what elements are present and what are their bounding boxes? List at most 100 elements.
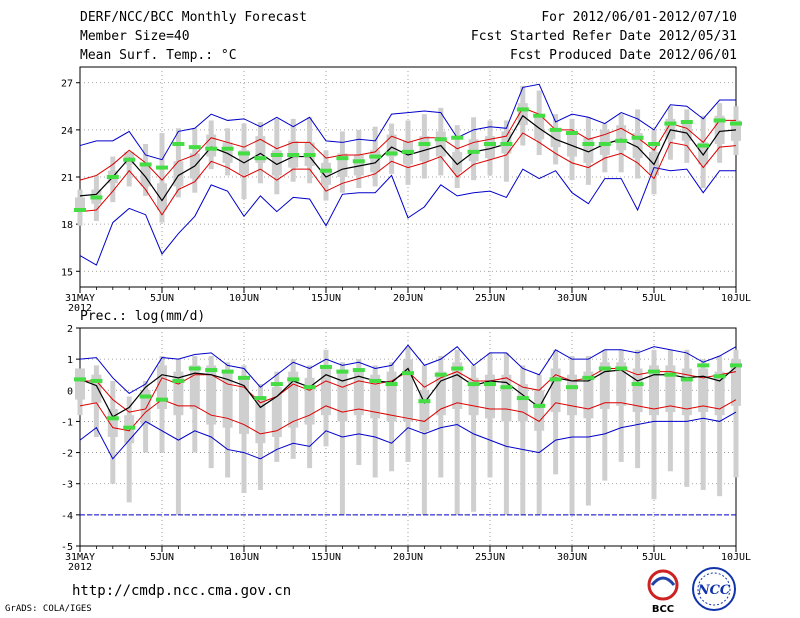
temp-box (75, 197, 85, 209)
prec-box (206, 365, 217, 425)
temp-climatology-marker (352, 159, 365, 164)
prec-xtick-label: 10JUL (721, 552, 751, 563)
temp-climatology-marker (303, 153, 316, 157)
prec-whisker (520, 365, 526, 515)
temp-climatology-marker (533, 113, 546, 118)
temp-climatology-marker (680, 120, 693, 124)
prec-box (599, 362, 610, 409)
prec-ytick-label: -4 (61, 511, 73, 522)
ncc-logo-inner (697, 572, 731, 606)
prec-climatology-marker (516, 396, 529, 401)
temp-box (665, 118, 676, 140)
prec-box (304, 377, 315, 425)
temp-climatology-marker (615, 138, 628, 143)
temp-climatology-marker (106, 175, 119, 179)
temp-climatology-marker (730, 121, 742, 126)
temp-box (534, 114, 545, 140)
prec-climatology-marker (549, 377, 562, 382)
temp-box (452, 151, 463, 173)
prec-climatology-marker (205, 368, 218, 373)
bcc-logo-ring (647, 569, 679, 601)
temp-climatology-marker (549, 127, 562, 132)
prec-box (517, 384, 528, 422)
temp-climatology-marker (336, 156, 349, 161)
prec-box (107, 408, 118, 437)
footer-url[interactable]: http://cmdp.ncc.cma.gov.cn (72, 583, 292, 599)
temp-box (222, 142, 233, 163)
variable-label: Mean Surf. Temp.: °C (80, 48, 237, 63)
prec-ytick-label: 0 (67, 386, 73, 397)
forecast-produced-date: Fcst Produced Date 2012/06/01 (510, 48, 737, 63)
prec-whisker (471, 365, 477, 512)
prec-box (157, 365, 167, 409)
member-size-label: Member Size=40 (80, 29, 190, 44)
prec-whisker (454, 349, 460, 515)
temp-climatology-marker (516, 107, 529, 112)
temp-climatology-marker (451, 135, 464, 140)
prec-box (681, 368, 692, 416)
temp-climatology-marker (582, 142, 595, 146)
prec-ytick-label: -1 (61, 417, 73, 428)
temp-box (567, 133, 577, 157)
prec-whisker (421, 365, 427, 515)
temp-xtick-label: 31MAY (65, 293, 95, 304)
bcc-logo-text: BCC (652, 604, 674, 615)
temp-ytick-label: 15 (61, 267, 73, 278)
temp-box (337, 153, 348, 177)
temp-xtick-label: 25JUN (475, 293, 505, 304)
prec-xtick-label: 5JUN (150, 552, 174, 563)
prec-whisker (569, 356, 575, 515)
prec-box (698, 368, 709, 413)
temp-xtick-label: 15JUN (311, 293, 341, 304)
prec-series-mean (79, 366, 737, 418)
prec-climatology-marker (664, 372, 677, 377)
ncc-logo-ring (692, 567, 736, 611)
prec-climatology-marker (434, 372, 447, 377)
temp-climatology-marker (156, 165, 168, 170)
prec-ytick-label: -3 (61, 480, 73, 491)
temp-box (485, 136, 495, 159)
prec-box (567, 374, 577, 416)
prec-box (550, 368, 561, 413)
prec-whisker (175, 359, 181, 515)
temp-box (370, 150, 381, 173)
prec-climatology-marker (385, 382, 398, 387)
temp-climatology-marker (90, 195, 103, 200)
temp-box (550, 128, 561, 148)
chart-title: DERF/NCC/BCC Monthly Forecast (80, 10, 307, 25)
prec-climatology-marker (336, 369, 349, 374)
temp-climatology-marker (631, 135, 644, 140)
prec-box (468, 377, 479, 416)
forecast-period: For 2012/06/01-2012/07/10 (541, 10, 737, 25)
temp-panel: 15 18 21 24 27 31MAY 5JUN 10JUN 15JUN 20JUN 25JUN 3… (61, 66, 751, 314)
prec-climatology-marker (566, 385, 578, 390)
temp-climatology-marker (123, 157, 136, 162)
temp-climatology-marker (713, 118, 726, 123)
prec-box (337, 371, 348, 422)
prec-box (91, 374, 102, 403)
temp-climatology-marker (598, 142, 611, 146)
prec-climatology-marker (533, 403, 546, 408)
temp-box (173, 161, 184, 187)
prec-box (403, 359, 413, 422)
prec-climatology-marker (156, 397, 168, 402)
temp-ytick-label: 27 (61, 79, 73, 90)
prec-climatology-marker (484, 382, 496, 387)
prec-climatology-marker (648, 369, 660, 374)
temp-box (435, 131, 446, 157)
prec-box (370, 374, 381, 419)
temp-box (321, 162, 331, 185)
temp-box (517, 103, 528, 126)
temp-ytick-label: 24 (61, 126, 73, 137)
prec-box (140, 390, 151, 425)
prec-panel: -5 -4 -3 -2 -1 0 1 2 31MAY 5JUN 10JUN 15JUN 20JUN 25J… (61, 324, 751, 573)
prec-box (222, 371, 233, 428)
temp-whisker (159, 133, 165, 223)
prec-climatology-marker (697, 363, 710, 368)
prec-xtick-label: 15JUN (311, 552, 341, 563)
prec-box (271, 387, 282, 437)
prec-whisker (372, 365, 378, 478)
temp-box (239, 150, 249, 174)
prec-whisker (700, 359, 706, 490)
prec-ytick-label: -2 (61, 449, 73, 460)
